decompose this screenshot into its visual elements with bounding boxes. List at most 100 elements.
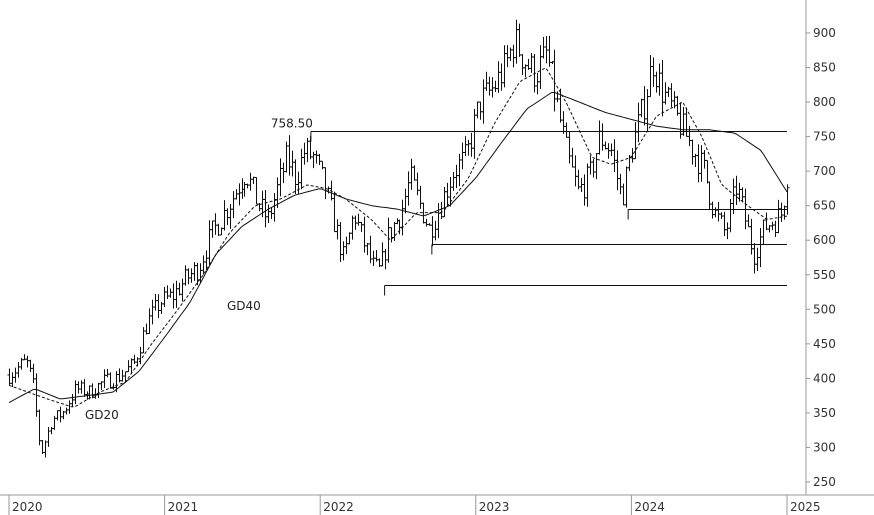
ohlc-bar <box>105 368 110 378</box>
ohlc-bar <box>213 213 218 235</box>
ohlc-bar <box>621 183 626 206</box>
y-tick-label-750: 750 <box>813 130 836 144</box>
ohlc-bar <box>651 57 656 87</box>
ohlc-bar <box>502 45 507 88</box>
ohlc-bar <box>475 101 480 119</box>
ohlc-bar <box>496 61 501 93</box>
ohlc-bar <box>630 148 635 163</box>
ohlc-bar <box>761 219 766 245</box>
ohlc-bar <box>624 166 629 208</box>
ohlc-bar <box>597 120 602 155</box>
ohlc-bar <box>457 153 462 187</box>
ohlc-bar <box>678 102 683 139</box>
ohlc-bar <box>228 204 233 229</box>
ohlc-bar <box>517 23 522 57</box>
ohlc-bar <box>272 193 277 222</box>
ohlc-bar <box>705 159 710 184</box>
x-tick-label-2020: 2020 <box>12 500 43 514</box>
ohlc-bar <box>25 355 30 368</box>
y-tick-label-450: 450 <box>813 337 836 351</box>
ohlc-bar <box>31 363 36 384</box>
gd20-label: GD20 <box>85 408 119 422</box>
ohlc-bar <box>338 222 343 262</box>
ohlc-bar <box>406 171 411 206</box>
ohlc-bar <box>713 207 718 218</box>
ohlc-bar <box>290 150 295 177</box>
ohlc-bar <box>424 218 429 227</box>
ohlc-bar <box>710 201 715 219</box>
ohlc-bar <box>165 285 170 299</box>
ohlc-bar <box>28 359 33 372</box>
ohlc-bar <box>126 360 131 373</box>
ohlc-bar <box>725 222 730 240</box>
ohlc-bar <box>639 98 644 118</box>
ohlc-bar <box>758 227 763 268</box>
ohlc-bar <box>293 159 298 195</box>
ohlc-bar <box>782 205 787 220</box>
ohlc-bar <box>186 268 191 285</box>
ohlc-bar <box>400 199 405 236</box>
ohlc-bar <box>49 427 54 435</box>
ohlc-bar <box>648 54 653 98</box>
ohlc-bar <box>636 102 641 143</box>
y-tick-label-600: 600 <box>813 233 836 247</box>
ohlc-bar <box>454 164 459 189</box>
ohlc-bar <box>323 167 328 200</box>
ohlc-bar <box>716 201 721 222</box>
ohlc-bar <box>463 136 468 157</box>
ohlc-bar <box>147 308 152 334</box>
ohlc-bar <box>535 72 540 95</box>
ohlc-bar <box>478 101 483 120</box>
ohlc-bar <box>618 173 623 195</box>
ohlc-bar <box>245 183 250 189</box>
ohlc-bar <box>660 60 665 117</box>
ohlc-bar <box>192 262 197 281</box>
ohlc-bar <box>359 221 364 233</box>
y-tick-label-500: 500 <box>813 302 836 316</box>
ohlc-bar <box>231 191 236 219</box>
ohlc-bar <box>615 150 620 191</box>
ohlc-bar <box>570 147 575 168</box>
ohlc-bar <box>561 111 566 134</box>
ohlc-bar <box>409 158 414 190</box>
x-tick-label-2024: 2024 <box>634 500 665 514</box>
ohlc-bar <box>55 410 60 421</box>
ohlc-bar <box>332 191 337 233</box>
ohlc-bar <box>564 122 569 138</box>
ohlc-bar <box>493 80 498 93</box>
ohlc-bar <box>248 172 253 191</box>
ohlc-bar <box>317 153 322 166</box>
ohlc-bar <box>412 165 417 181</box>
ohlc-bar <box>362 216 367 253</box>
ohlc-bar <box>523 64 528 78</box>
ohlc-bar <box>514 19 519 64</box>
ohlc-bar <box>7 368 12 386</box>
ohlc-bar <box>433 220 438 241</box>
ohlc-bar <box>183 265 188 286</box>
y-tick-label-550: 550 <box>813 268 836 282</box>
ohlc-bar <box>743 188 748 230</box>
ohlc-bar <box>171 283 176 309</box>
ohlc-bar <box>642 86 647 126</box>
ohlc-bar <box>663 82 668 105</box>
ohlc-bar <box>43 440 48 458</box>
ohlc-bar <box>511 44 516 68</box>
ohlc-bar <box>76 381 81 394</box>
ohlc-bar <box>278 158 283 197</box>
ohlc-bar <box>752 243 757 274</box>
ohlc-bar <box>600 123 605 151</box>
ohlc-bar <box>737 182 742 202</box>
ohlc-bar <box>654 71 659 93</box>
ohlc-bar <box>222 200 227 231</box>
ohlc-bar <box>785 184 790 215</box>
ohlc-bar <box>177 282 182 296</box>
ohlc-bar <box>156 294 161 319</box>
ohlc-bar <box>731 178 736 215</box>
ohlc-bar <box>666 86 671 98</box>
ohlc-bar <box>770 221 775 231</box>
x-tick-label-2022: 2022 <box>323 500 354 514</box>
ohlc-bar <box>472 109 477 159</box>
ohlc-bar <box>46 426 51 447</box>
ohlc-bar <box>40 439 45 454</box>
